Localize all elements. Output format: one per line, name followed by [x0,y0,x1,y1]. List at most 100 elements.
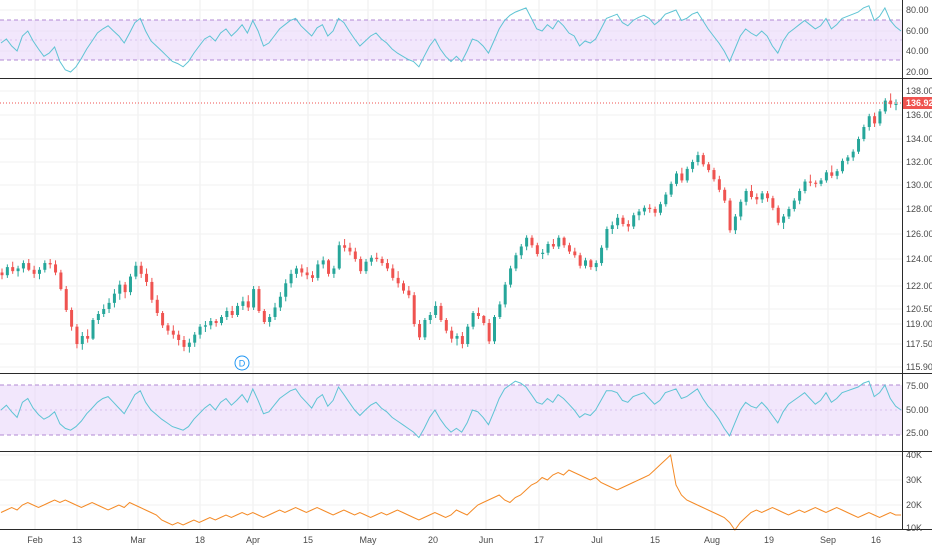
candle [600,245,604,266]
candle-body [675,173,679,184]
candle-body [257,289,261,311]
candle [680,167,684,183]
y-tick-label: 130.00 [906,180,932,190]
candle-body [889,100,893,105]
candle [252,286,256,310]
candle-body [434,305,438,315]
candle-body [145,273,149,282]
candle [728,198,732,233]
candle [118,280,122,300]
candle-body [669,183,673,195]
candle-body [584,260,588,266]
candle [48,259,52,269]
candle [637,209,641,221]
candle-body [696,155,700,162]
candle [182,336,186,352]
candle-body [749,191,753,197]
candle-body [166,325,170,331]
candle-body [824,172,828,181]
candle [476,307,480,319]
x-tick-label: 18 [195,535,205,545]
candle-body [396,277,400,284]
candle-body [626,224,630,227]
candle [846,155,850,165]
candle [878,109,882,126]
y-tick-label: 20K [906,500,922,510]
candle-body [455,336,459,339]
dividend-marker[interactable] [234,355,250,371]
candle-body [21,263,25,269]
candle [27,259,31,272]
candle-body [369,257,373,262]
candle-body [193,334,197,343]
candle [808,174,812,187]
candle [230,305,234,318]
candle [493,315,497,344]
candle-body [498,304,502,317]
candle [401,280,405,294]
candle-body [64,289,68,310]
candle-body [755,197,759,200]
candle-body [380,259,384,264]
candle-body [343,245,347,248]
candle-body [642,207,646,212]
candle [396,271,400,288]
candle [840,158,844,174]
candle [439,302,443,322]
candle [482,315,486,326]
candle-body [310,275,314,278]
y-tick-label: 115.90 [906,362,932,372]
candle [193,332,197,347]
candle-body [48,263,52,265]
candle [209,318,213,330]
candle [369,255,373,266]
candle [460,332,464,349]
candle-body [733,216,737,231]
candle-body [305,272,309,276]
candle-body [155,299,159,313]
candle-body [241,301,245,306]
candle-body [883,100,887,112]
candle-body [589,260,593,268]
candle-body [219,317,223,323]
rsi-bottom-panel [0,380,902,439]
candle [284,279,288,302]
candle-body [814,182,818,184]
candle [862,124,866,142]
candle [412,292,416,327]
candle [0,268,4,280]
x-tick-label: Aug [704,535,720,545]
candle [530,235,534,248]
candle-body [546,244,550,253]
x-tick-label: May [359,535,377,545]
candle [723,187,727,203]
x-tick-label: 15 [303,535,313,545]
candle-body [139,265,143,274]
candle [739,199,743,221]
candle [11,261,15,274]
candle [102,304,106,317]
grid-lines [0,0,902,529]
candle [54,260,58,276]
candle [685,166,689,183]
candle-body [214,321,218,323]
candle-body [359,259,363,272]
candle-body [43,263,47,270]
candle-body [423,320,427,338]
candle [605,226,609,251]
candle [626,220,630,232]
y-tick-label: 119.00 [906,319,932,329]
candle-body [519,246,523,256]
candle [830,165,834,179]
candle-body [252,289,256,308]
y-tick-label: 75.00 [906,381,929,391]
candle-body [70,310,74,327]
candle [5,264,9,278]
candle [225,307,229,320]
candle [423,318,427,340]
candle [128,273,132,296]
x-axis-labels: Feb 13 Mar 18 Apr 15 May 20 Jun 17 Jul 15 Aug 19 Sep 16 [27,535,881,545]
y-tick-label: 134.00 [906,134,932,144]
candle-body [798,191,802,201]
